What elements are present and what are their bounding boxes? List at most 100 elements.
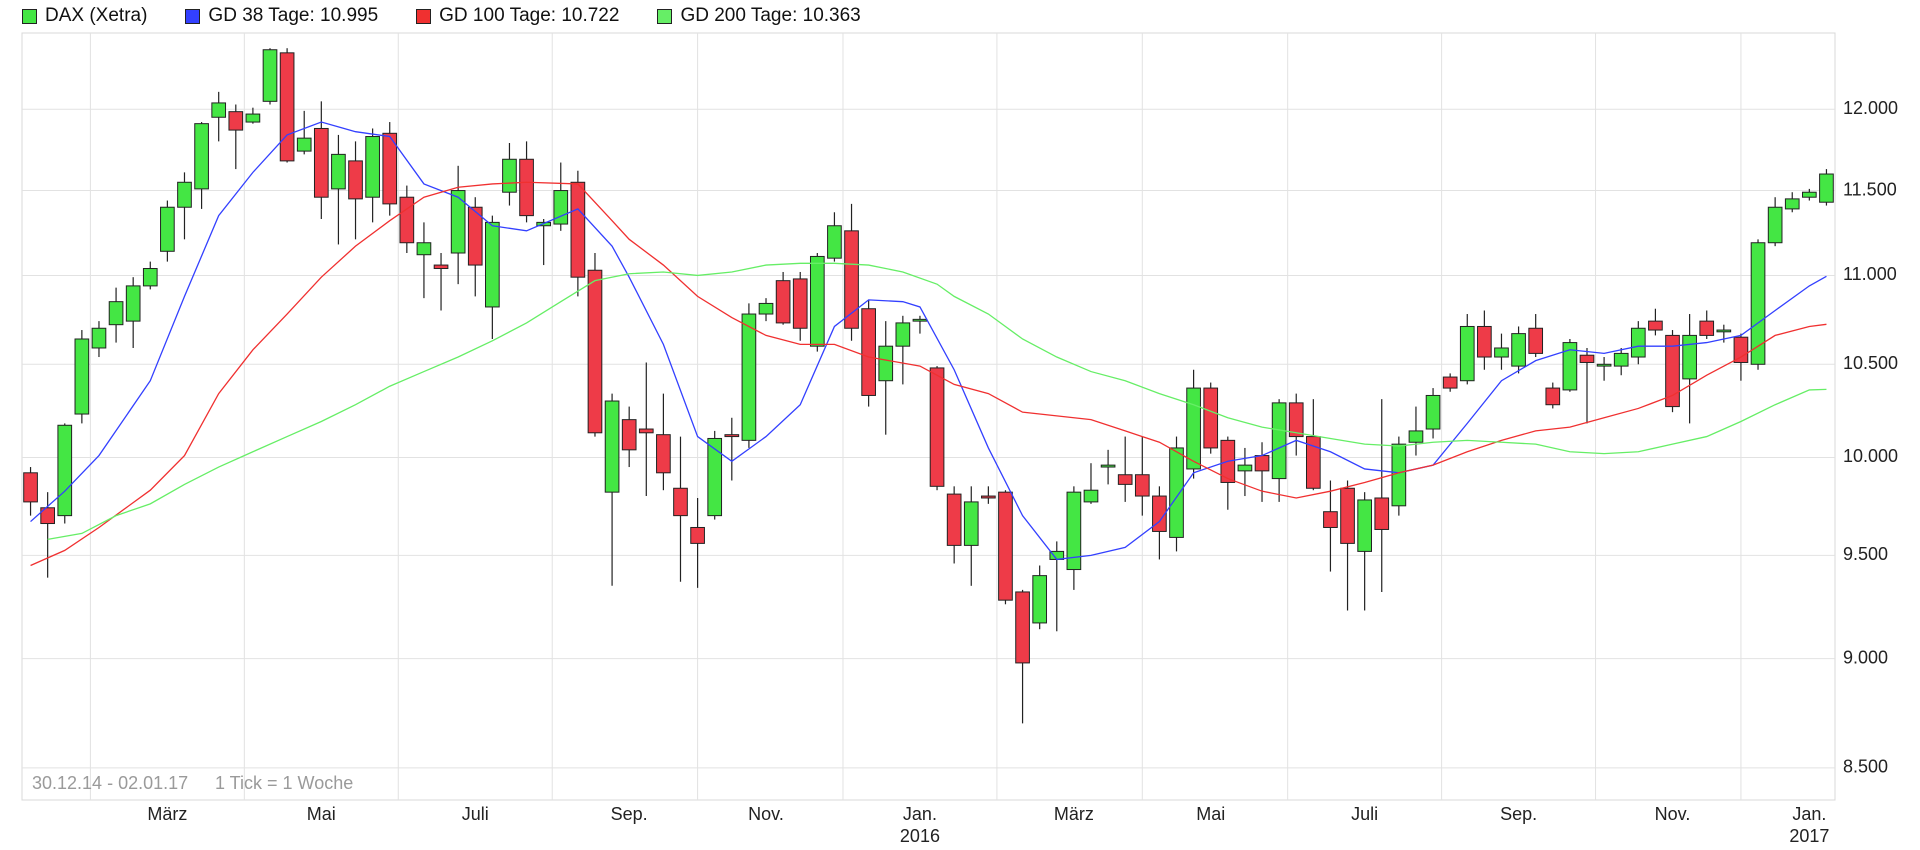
legend-swatch [416,8,432,24]
candle-body [638,428,654,434]
candle [1477,310,1492,370]
candle-body [895,322,911,347]
candle-body [844,230,859,329]
legend-item: GD 200 Tage: 10.363 [657,5,861,27]
candle-body [1802,191,1817,198]
candle-body [570,181,586,278]
candle-body [792,278,808,329]
candle-body [1169,447,1184,538]
candle-body [1032,575,1048,624]
candle [587,253,603,437]
y-tick-label: 9.500 [1843,544,1888,564]
candle [1819,169,1834,206]
candle-body [1152,495,1167,532]
candle [724,417,740,481]
candle-body [331,153,346,190]
candle-body [57,424,73,517]
candle-body [194,123,209,190]
candle [313,101,329,219]
candle-body [313,127,329,198]
candle-body [1254,455,1270,472]
legend: DAX (Xetra) GD 38 Tage: 10.995 GD 100 Tage… [22,5,861,27]
candle [450,165,466,285]
candle-body [1357,499,1372,552]
candle-body [1442,376,1458,389]
legend-label: GD 100 Tage: 10.722 [439,5,620,26]
legend-swatch [22,8,37,24]
candle-body [1271,402,1287,480]
candle-body [91,327,107,349]
candle [57,423,73,524]
annotation: 1 Tick = 1 Woche [215,773,353,793]
candle [74,330,90,424]
candle-body [399,196,415,244]
candle [861,299,876,407]
candle-body [981,495,996,499]
candle [878,321,894,435]
candle-body [40,507,55,525]
candle [741,303,757,448]
candle [963,486,979,586]
candle [792,271,808,341]
candle [485,215,500,339]
candle [1562,338,1578,392]
x-year-label: 2017 [1789,826,1829,846]
candle-body [1237,464,1253,472]
candle [553,162,569,231]
candle-body [809,255,825,347]
candle [1630,321,1646,365]
candle [929,366,945,491]
candle [125,277,141,348]
legend-swatch [657,8,673,24]
x-tick-label: Nov. [1655,804,1691,824]
candle [194,122,209,209]
candle-body [946,493,962,546]
candle-body [433,264,449,270]
candle [1134,436,1150,516]
candle [348,141,363,240]
candle [946,486,962,564]
candle [262,48,278,105]
candle [1271,399,1287,502]
candle-body [673,487,688,517]
candle-body [365,136,380,198]
x-tick-label: Juli [462,804,489,824]
legend-item: DAX (Xetra) [22,5,147,27]
candle [1545,382,1561,409]
x-tick-label: Jan. [903,804,937,824]
candle-body [348,160,363,200]
candle [467,197,483,297]
legend-swatch [185,8,201,24]
candle [177,172,192,240]
candle [142,261,158,290]
candle [998,490,1013,605]
candle [707,430,723,520]
candle-body [279,52,295,162]
candle-body [228,111,244,131]
candle-body [604,400,620,493]
candle [1528,314,1544,358]
candle [1665,330,1680,413]
candle-body [1391,443,1407,507]
ma-line [30,121,1827,561]
candle-body [1323,511,1338,528]
candle-body [1613,352,1629,367]
candle-body [1134,474,1150,497]
x-tick-label: Jan. [1792,804,1826,824]
candle [1425,388,1441,439]
candle [1305,399,1321,491]
candle [296,110,312,155]
candle-body [827,225,842,259]
candle-body [741,313,757,441]
x-tick-label: März [1054,804,1094,824]
candle [1699,310,1715,339]
candle-body [690,526,705,544]
candle [1459,314,1475,385]
candle-body [1477,325,1492,358]
candle-body [878,345,894,382]
candle-body [707,437,723,517]
legend-label: DAX (Xetra) [45,5,148,26]
candle-body [1648,320,1663,331]
